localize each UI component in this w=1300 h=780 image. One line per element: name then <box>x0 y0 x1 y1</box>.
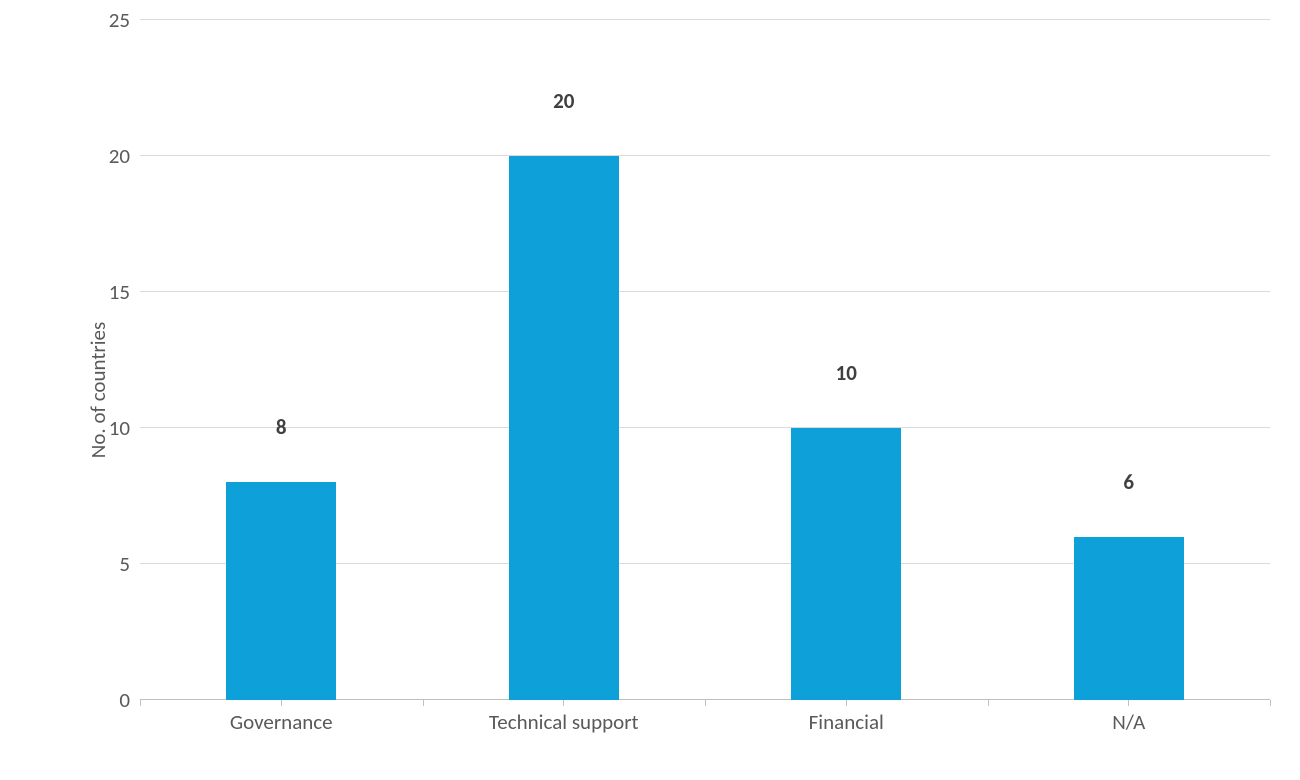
bar <box>226 482 336 700</box>
bar-value-label: 20 <box>553 88 574 122</box>
y-tick-label: 25 <box>95 7 130 33</box>
x-tick-mark <box>281 700 282 706</box>
bar-value-label: 10 <box>836 360 857 394</box>
bar-group: 6N/A <box>988 537 1271 700</box>
bar-value-label: 6 <box>1123 469 1134 503</box>
x-tick-mark <box>1128 700 1129 706</box>
x-boundary-tick <box>423 700 424 706</box>
plot-area: 8Governance20Technical support10Financia… <box>140 20 1270 700</box>
x-boundary-tick <box>705 700 706 706</box>
y-tick-label: 10 <box>95 415 130 441</box>
bar-group: 20Technical support <box>423 156 706 700</box>
x-tick-label: Governance <box>230 709 333 735</box>
bar <box>509 156 619 700</box>
bar <box>791 428 901 700</box>
x-boundary-tick <box>140 700 141 706</box>
x-tick-label: Technical support <box>489 709 639 735</box>
bar-value-label: 8 <box>276 414 287 448</box>
bar-group: 10Financial <box>705 428 988 700</box>
x-tick-mark <box>846 700 847 706</box>
bar <box>1074 537 1184 700</box>
x-tick-label: N/A <box>1112 709 1145 735</box>
y-tick-label: 5 <box>95 551 130 577</box>
chart-container: No. of countries 8Governance20Technical … <box>60 20 1280 760</box>
bar-group: 8Governance <box>140 482 423 700</box>
bars-container: 8Governance20Technical support10Financia… <box>140 20 1270 700</box>
y-tick-label: 20 <box>95 143 130 169</box>
x-tick-mark <box>563 700 564 706</box>
y-tick-label: 15 <box>95 279 130 305</box>
x-boundary-tick <box>988 700 989 706</box>
x-tick-label: Financial <box>809 709 884 735</box>
y-tick-label: 0 <box>95 687 130 713</box>
x-boundary-tick <box>1270 700 1271 706</box>
